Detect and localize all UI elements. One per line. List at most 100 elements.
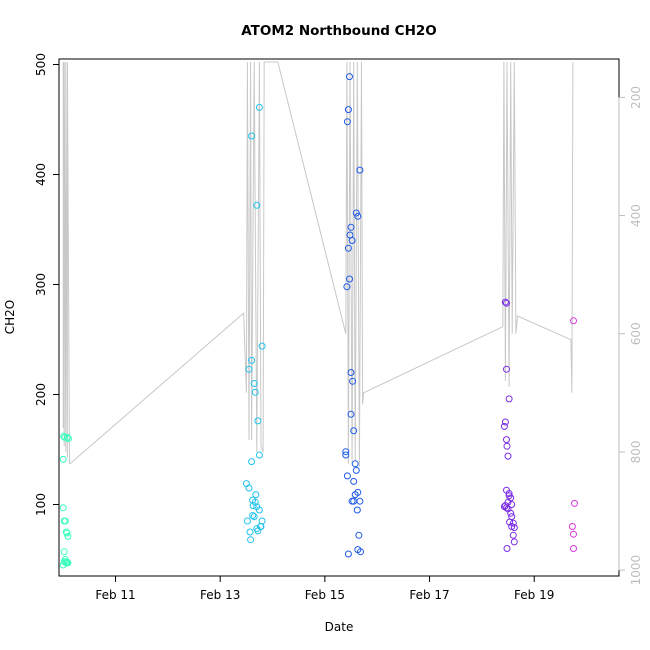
data-point xyxy=(249,512,257,519)
data-point xyxy=(347,410,355,418)
data-point xyxy=(246,528,254,536)
data-point xyxy=(503,365,510,373)
data-point xyxy=(61,517,69,525)
scatter-points-layer xyxy=(59,73,578,569)
data-point xyxy=(248,132,256,140)
data-point xyxy=(255,506,263,514)
data-point xyxy=(501,298,509,306)
data-point xyxy=(357,548,364,556)
data-point xyxy=(254,417,262,425)
x-tick-label: Feb 15 xyxy=(305,588,345,602)
data-point xyxy=(257,523,264,530)
data-point xyxy=(356,497,364,505)
data-point xyxy=(507,509,515,517)
data-point xyxy=(64,532,72,540)
data-point xyxy=(343,283,351,291)
data-point xyxy=(503,436,510,444)
x-tick-label: Feb 11 xyxy=(95,588,135,602)
y2-tick-label: 1000 xyxy=(629,555,643,586)
data-point xyxy=(252,491,260,499)
x-tick-label: Feb 17 xyxy=(409,588,449,602)
data-point xyxy=(570,545,577,552)
data-point xyxy=(352,209,360,217)
data-point xyxy=(506,518,514,526)
data-point xyxy=(342,451,350,459)
x-axis: Feb 11 Feb 13 Feb 15 Feb 17 Feb 19 xyxy=(95,576,554,602)
data-point xyxy=(346,275,353,283)
data-point xyxy=(344,244,352,252)
data-point xyxy=(503,545,511,552)
data-point xyxy=(570,317,577,325)
y-axis-left: 100 200 300 400 500 xyxy=(34,53,59,516)
data-point xyxy=(504,498,512,506)
data-point xyxy=(250,513,258,521)
data-point xyxy=(253,201,261,209)
data-point xyxy=(505,492,513,500)
data-point xyxy=(250,380,258,387)
data-point xyxy=(59,504,67,512)
data-point xyxy=(251,388,259,396)
data-point xyxy=(351,460,359,468)
data-point xyxy=(503,442,511,450)
y2-tick-label: 400 xyxy=(629,204,643,227)
data-point xyxy=(570,530,577,538)
data-point xyxy=(63,433,71,441)
data-point xyxy=(350,427,358,435)
data-point xyxy=(346,73,353,81)
y2-tick-label: 200 xyxy=(629,86,643,109)
data-point xyxy=(509,531,517,539)
y2-tick-label: 800 xyxy=(629,440,643,463)
data-point xyxy=(508,523,516,530)
x-tick-label: Feb 19 xyxy=(514,588,554,602)
data-point xyxy=(255,103,263,111)
data-point xyxy=(347,223,355,231)
y-tick-label: 200 xyxy=(34,383,48,406)
data-point xyxy=(255,451,263,459)
data-point xyxy=(64,435,72,442)
data-point xyxy=(248,356,256,364)
data-point xyxy=(568,523,576,530)
data-point xyxy=(504,452,512,460)
data-point xyxy=(354,212,362,220)
data-point xyxy=(344,550,352,558)
data-point xyxy=(501,418,509,426)
data-point xyxy=(505,395,513,403)
data-point xyxy=(249,502,257,510)
y2-tick-label: 600 xyxy=(629,322,643,345)
x-tick-label: Feb 13 xyxy=(200,588,240,602)
data-point xyxy=(63,529,71,537)
data-point xyxy=(343,118,351,126)
chart-title: ATOM2 Northbound CH2O xyxy=(241,23,437,39)
y-tick-label: 500 xyxy=(34,53,48,76)
data-point xyxy=(353,506,361,514)
data-point xyxy=(351,491,359,499)
y-tick-label: 400 xyxy=(34,163,48,186)
data-point xyxy=(503,299,510,307)
data-point xyxy=(349,377,357,385)
data-point xyxy=(350,477,358,485)
data-point xyxy=(347,369,355,376)
altitude-trace-layer xyxy=(62,61,574,467)
data-point xyxy=(60,548,68,556)
data-point xyxy=(61,433,69,441)
y-axis-right: 200 400 600 800 1000 xyxy=(618,86,643,586)
data-point xyxy=(509,519,517,527)
data-point xyxy=(243,517,251,525)
altitude-trace-line xyxy=(62,61,574,467)
data-point xyxy=(258,342,266,350)
data-point xyxy=(352,466,360,474)
data-point xyxy=(248,458,256,466)
data-point xyxy=(343,472,351,480)
data-point xyxy=(59,455,67,463)
data-point xyxy=(355,531,363,539)
y-tick-label: 300 xyxy=(34,273,48,296)
data-point xyxy=(245,365,253,373)
x-axis-label: Date xyxy=(325,620,354,634)
data-point xyxy=(571,499,578,507)
y-axis-label: CH2O xyxy=(3,300,17,334)
data-point xyxy=(64,559,72,567)
plot-frame xyxy=(58,58,620,577)
data-point xyxy=(356,166,364,174)
data-point xyxy=(505,490,513,497)
